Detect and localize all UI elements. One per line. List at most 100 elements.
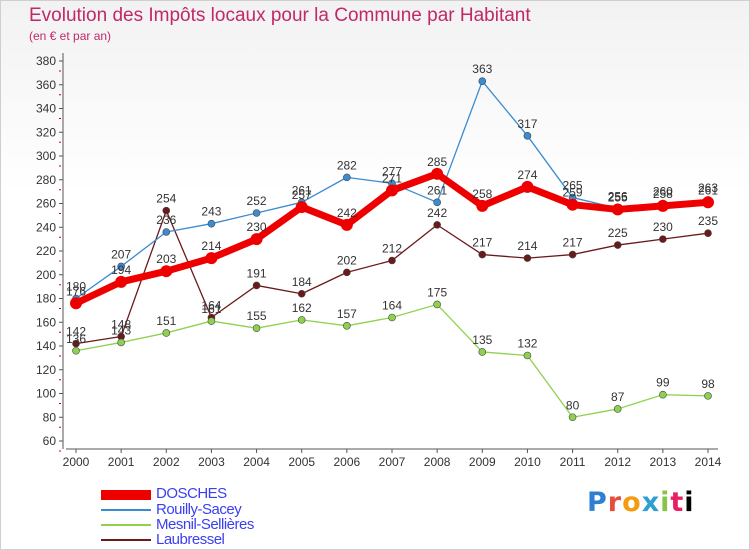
data-label: 230 [653, 220, 673, 234]
data-point [207, 317, 216, 325]
data-point [252, 324, 261, 332]
legend-swatch-mesnil-sellieres [101, 524, 151, 526]
data-label: 271 [382, 171, 402, 185]
data-point [433, 300, 441, 309]
data-point [568, 413, 577, 422]
data-label: 191 [247, 266, 267, 280]
legend-label-laubressel: Laubressel [156, 531, 225, 548]
y-tick-label: 340 [36, 102, 56, 116]
chart-title: Evolution des Impôts locaux pour la Comm… [29, 5, 531, 26]
data-label: 164 [382, 299, 402, 313]
y-tick-label: 380 [36, 54, 56, 68]
data-label: 282 [337, 158, 357, 172]
y-tick-label: 140 [36, 339, 56, 353]
data-label: 225 [608, 226, 628, 240]
data-point [388, 256, 396, 265]
data-point [702, 196, 714, 209]
data-label: 164 [201, 299, 221, 313]
data-label: 236 [156, 213, 176, 227]
data-label: 87 [611, 390, 625, 404]
data-label: 135 [472, 333, 492, 347]
data-point [117, 262, 125, 271]
data-label: 180 [66, 280, 86, 294]
data-point [704, 392, 712, 400]
legend-label-dosches: DOSCHES [156, 485, 227, 502]
data-point [433, 221, 441, 229]
data-point [523, 132, 532, 140]
data-label: 162 [292, 301, 312, 315]
data-point [205, 252, 218, 265]
x-tick-label: 2012 [604, 455, 631, 469]
data-label: 242 [337, 206, 357, 220]
data-point [613, 241, 622, 249]
data-point [115, 275, 128, 288]
data-label: 235 [698, 214, 718, 228]
data-point [162, 228, 171, 236]
data-label: 148 [111, 318, 131, 332]
data-point [343, 322, 351, 330]
data-label: 274 [517, 168, 537, 182]
data-label: 99 [656, 376, 670, 390]
chart-subtitle: (en € et par an) [29, 29, 112, 43]
data-label: 194 [111, 263, 131, 277]
data-label: 136 [66, 332, 86, 346]
data-label: 252 [247, 194, 267, 208]
y-tick-label: 60 [43, 434, 57, 448]
x-tick-label: 2011 [560, 455, 586, 469]
y-tick-label: 80 [43, 410, 57, 424]
x-tick-label: 2001 [108, 455, 135, 469]
data-point [207, 219, 216, 228]
data-label: 217 [472, 236, 492, 250]
data-point [386, 184, 398, 197]
y-tick-label: 360 [36, 78, 56, 92]
data-point [252, 209, 261, 217]
data-point [252, 281, 261, 290]
data-label: 259 [563, 186, 583, 200]
y-tick-label: 300 [36, 149, 56, 163]
data-point [343, 173, 351, 182]
legend-label-mesnil-sellieres: Mesnil-Sellières [156, 516, 254, 533]
data-label: 260 [653, 185, 673, 199]
y-tick-label: 320 [36, 125, 56, 139]
data-label: 263 [698, 181, 718, 195]
data-point [117, 338, 125, 347]
data-label: 98 [701, 377, 715, 391]
data-point [476, 199, 489, 212]
data-point [162, 329, 171, 337]
data-label: 261 [427, 183, 447, 197]
data-point [523, 254, 532, 262]
x-tick-label: 2014 [695, 455, 722, 469]
legend-swatch-dosches [101, 490, 151, 500]
y-tick-label: 180 [36, 292, 56, 306]
y-tick-label: 240 [36, 220, 56, 234]
data-label: 207 [111, 247, 131, 261]
data-point [704, 229, 712, 237]
data-point [340, 218, 353, 231]
data-label: 151 [156, 314, 176, 328]
data-label: 256 [608, 189, 628, 203]
data-label: 217 [563, 236, 583, 250]
data-label: 258 [472, 187, 492, 201]
x-tick-label: 2005 [288, 455, 315, 469]
data-label: 243 [201, 205, 221, 219]
data-label: 255 [608, 190, 628, 204]
data-point [659, 235, 667, 243]
data-point [656, 199, 669, 212]
data-point [478, 77, 487, 85]
data-point [295, 201, 308, 214]
data-label: 157 [337, 307, 357, 321]
y-tick-label: 160 [36, 315, 56, 329]
y-tick-label: 280 [36, 173, 56, 187]
data-label: 285 [427, 155, 447, 169]
data-label: 80 [566, 398, 580, 412]
x-tick-label: 2013 [650, 455, 677, 469]
x-tick-label: 2010 [514, 455, 541, 469]
data-point [388, 313, 396, 322]
data-point [431, 167, 444, 180]
data-label: 258 [653, 187, 673, 201]
y-tick-label: 220 [36, 244, 56, 258]
data-point [521, 180, 534, 193]
data-label: 143 [111, 323, 131, 337]
